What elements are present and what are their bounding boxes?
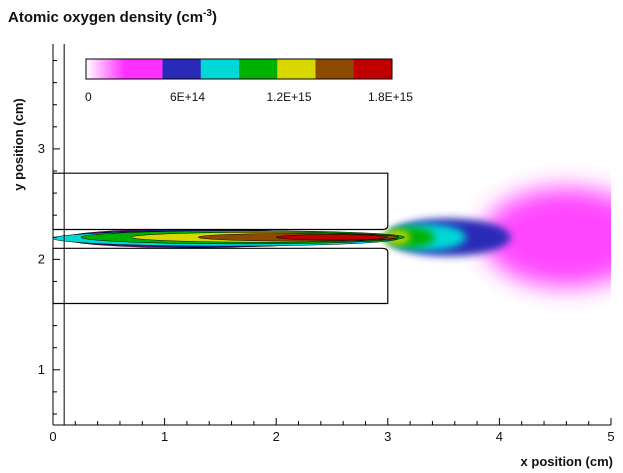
plume-layer	[383, 187, 611, 287]
y-axis-label: y position (cm)	[11, 98, 26, 190]
y-tick-label: 3	[38, 141, 45, 156]
colorbar-swatch-3	[200, 59, 240, 79]
x-tick-label: 2	[273, 429, 280, 444]
y-tick-label: 1	[38, 362, 45, 377]
colorbar-swatch-6	[315, 59, 355, 79]
colorbar-frame	[85, 58, 393, 80]
colorbar-swatch-0	[86, 59, 125, 79]
colorbar: 0 6E+14 1.2E+15 1.8E+15	[85, 58, 413, 104]
channel-contours	[53, 228, 405, 249]
colorbar-swatch-1	[124, 59, 163, 79]
colorbar-tick-label: 1.8E+15	[368, 90, 413, 104]
colorbar-swatch-4	[239, 59, 278, 79]
x-tick-label: 3	[384, 429, 391, 444]
plume-contour-0	[482, 187, 611, 287]
upper-electrode	[52, 172, 389, 231]
electrode-geometry	[52, 44, 389, 425]
colorbar-swatch-7	[353, 59, 393, 79]
x-axis-label: x position (cm)	[521, 454, 613, 469]
lower-electrode	[52, 247, 389, 305]
colorbar-tick-label: 1.2E+15	[266, 90, 311, 104]
colorbar-tick-label: 0	[85, 90, 92, 104]
axes: 0 1 2 3 4 5 1 2 3 x position (cm) y position (cm)	[11, 44, 615, 469]
x-tick-label: 1	[161, 429, 168, 444]
colorbar-swatch-2	[162, 59, 202, 79]
x-tick-label: 5	[607, 429, 614, 444]
chart-title: Atomic oxygen density (cm-3)	[8, 8, 217, 26]
colorbar-tick-label: 6E+14	[170, 90, 205, 104]
density-contour-6	[275, 234, 389, 241]
x-tick-label: 4	[496, 429, 503, 444]
y-tick-label: 2	[38, 251, 45, 266]
colorbar-swatch-5	[277, 59, 316, 79]
x-tick-label: 0	[49, 429, 56, 444]
